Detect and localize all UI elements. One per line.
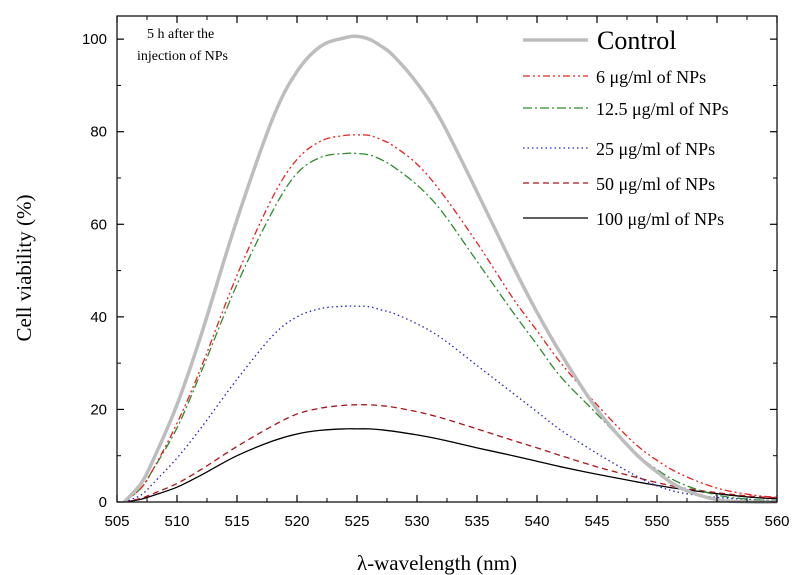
series-line	[124, 404, 778, 503]
x-tick-label: 560	[764, 513, 789, 530]
series-line	[122, 34, 778, 504]
axes-layer: 505 510 515 520 525 530 535 540 545 550 555 560 0 20 4…	[82, 16, 790, 530]
y-tick-label: 60	[90, 216, 107, 233]
annotation-line-1: 5 h after the	[147, 27, 214, 42]
x-tick-label: 520	[284, 513, 309, 530]
legend-label: 100 μg/ml of NPs	[596, 209, 724, 229]
y-axis-title: Cell viability (%)	[12, 195, 36, 342]
legend-label: Control	[597, 26, 676, 55]
series-line	[123, 134, 778, 503]
x-tick-label: 525	[344, 513, 369, 530]
legend-label: 12.5 μg/ml of NPs	[596, 99, 729, 119]
x-tick-label: 545	[584, 513, 609, 530]
y-tick-label: 20	[90, 401, 107, 418]
x-tick-label: 505	[104, 513, 129, 530]
x-tick-label: 555	[704, 513, 729, 530]
x-axis-title: λ-wavelength (nm)	[357, 551, 517, 575]
x-tick-label: 530	[404, 513, 429, 530]
legend-label: 6 μg/ml of NPs	[596, 67, 706, 87]
y-tick-label: 80	[90, 124, 107, 141]
y-tick-label: 40	[90, 309, 107, 326]
legend-label: 25 μg/ml of NPs	[596, 139, 715, 159]
legend: Control 6 μg/ml of NPs 12.5 μg/ml of NPs 25…	[523, 26, 729, 229]
x-tick-label: 535	[464, 513, 489, 530]
x-tick-label: 550	[644, 513, 669, 530]
x-tick-label: 510	[164, 513, 189, 530]
legend-label: 50 μg/ml of NPs	[596, 174, 715, 194]
curves-layer	[122, 34, 778, 504]
plot-frame	[116, 15, 778, 503]
series-line	[124, 428, 778, 503]
x-tick-label: 540	[524, 513, 549, 530]
annotation-line-2: injection of NPs	[137, 49, 228, 64]
y-tick-label: 0	[99, 494, 107, 511]
y-tick-label: 100	[82, 31, 107, 48]
x-tick-label: 515	[224, 513, 249, 530]
